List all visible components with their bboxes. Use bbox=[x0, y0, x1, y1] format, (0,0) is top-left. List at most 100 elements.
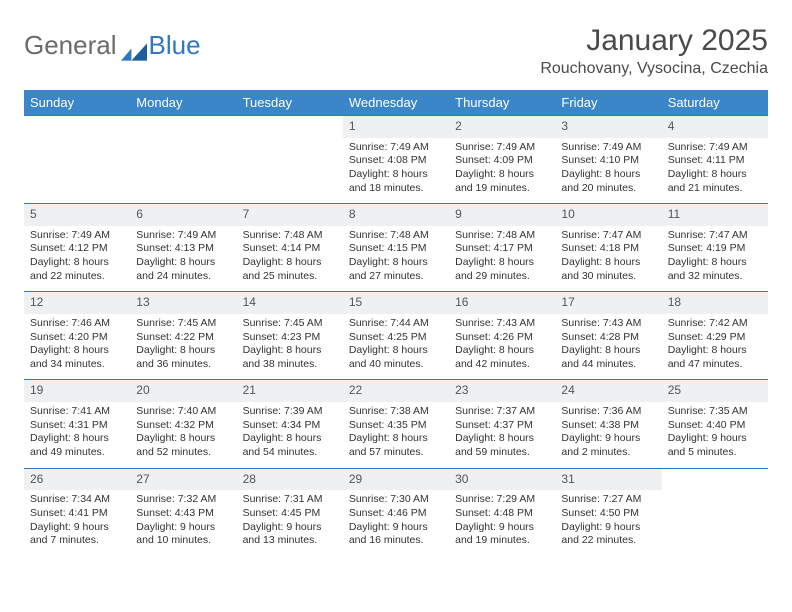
day-details: Sunrise: 7:38 AMSunset: 4:35 PMDaylight:… bbox=[343, 402, 449, 468]
day-number: 6 bbox=[130, 203, 236, 226]
calendar-cell bbox=[662, 468, 768, 556]
calendar-cell: 25Sunrise: 7:35 AMSunset: 4:40 PMDayligh… bbox=[662, 379, 768, 467]
day-number: 12 bbox=[24, 291, 130, 314]
day-number: 13 bbox=[130, 291, 236, 314]
day-number: 7 bbox=[237, 203, 343, 226]
day-details: Sunrise: 7:37 AMSunset: 4:37 PMDaylight:… bbox=[449, 402, 555, 468]
calendar-cell: 27Sunrise: 7:32 AMSunset: 4:43 PMDayligh… bbox=[130, 468, 236, 556]
location-label: Rouchovany, Vysocina, Czechia bbox=[540, 60, 768, 78]
calendar-cell: 19Sunrise: 7:41 AMSunset: 4:31 PMDayligh… bbox=[24, 379, 130, 467]
calendar-cell bbox=[24, 115, 130, 203]
day-details: Sunrise: 7:41 AMSunset: 4:31 PMDaylight:… bbox=[24, 402, 130, 468]
day-number: 1 bbox=[343, 115, 449, 138]
day-number: 15 bbox=[343, 291, 449, 314]
calendar-cell: 23Sunrise: 7:37 AMSunset: 4:37 PMDayligh… bbox=[449, 379, 555, 467]
day-details: Sunrise: 7:49 AMSunset: 4:13 PMDaylight:… bbox=[130, 226, 236, 292]
weekday-header: Saturday bbox=[662, 90, 768, 115]
calendar-cell: 8Sunrise: 7:48 AMSunset: 4:15 PMDaylight… bbox=[343, 203, 449, 291]
day-number: 14 bbox=[237, 291, 343, 314]
brand-logo: General Blue bbox=[24, 30, 201, 61]
calendar-cell: 12Sunrise: 7:46 AMSunset: 4:20 PMDayligh… bbox=[24, 291, 130, 379]
day-number: 25 bbox=[662, 379, 768, 402]
day-number: 21 bbox=[237, 379, 343, 402]
day-details: Sunrise: 7:34 AMSunset: 4:41 PMDaylight:… bbox=[24, 490, 130, 556]
calendar-cell: 7Sunrise: 7:48 AMSunset: 4:14 PMDaylight… bbox=[237, 203, 343, 291]
day-details: Sunrise: 7:31 AMSunset: 4:45 PMDaylight:… bbox=[237, 490, 343, 556]
day-number: 19 bbox=[24, 379, 130, 402]
day-number: 28 bbox=[237, 468, 343, 491]
day-details: Sunrise: 7:45 AMSunset: 4:22 PMDaylight:… bbox=[130, 314, 236, 380]
calendar-cell: 11Sunrise: 7:47 AMSunset: 4:19 PMDayligh… bbox=[662, 203, 768, 291]
weekday-header: Monday bbox=[130, 90, 236, 115]
calendar-cell: 5Sunrise: 7:49 AMSunset: 4:12 PMDaylight… bbox=[24, 203, 130, 291]
calendar-cell: 31Sunrise: 7:27 AMSunset: 4:50 PMDayligh… bbox=[555, 468, 661, 556]
day-details: Sunrise: 7:48 AMSunset: 4:15 PMDaylight:… bbox=[343, 226, 449, 292]
day-details: Sunrise: 7:30 AMSunset: 4:46 PMDaylight:… bbox=[343, 490, 449, 556]
day-number: 31 bbox=[555, 468, 661, 491]
calendar-cell: 28Sunrise: 7:31 AMSunset: 4:45 PMDayligh… bbox=[237, 468, 343, 556]
calendar-cell: 14Sunrise: 7:45 AMSunset: 4:23 PMDayligh… bbox=[237, 291, 343, 379]
day-details: Sunrise: 7:35 AMSunset: 4:40 PMDaylight:… bbox=[662, 402, 768, 468]
day-number: 30 bbox=[449, 468, 555, 491]
day-details: Sunrise: 7:32 AMSunset: 4:43 PMDaylight:… bbox=[130, 490, 236, 556]
day-number: 29 bbox=[343, 468, 449, 491]
day-details: Sunrise: 7:45 AMSunset: 4:23 PMDaylight:… bbox=[237, 314, 343, 380]
calendar-cell bbox=[130, 115, 236, 203]
day-number: 20 bbox=[130, 379, 236, 402]
day-details: Sunrise: 7:49 AMSunset: 4:10 PMDaylight:… bbox=[555, 138, 661, 204]
day-number: 23 bbox=[449, 379, 555, 402]
calendar-cell: 13Sunrise: 7:45 AMSunset: 4:22 PMDayligh… bbox=[130, 291, 236, 379]
day-details: Sunrise: 7:47 AMSunset: 4:19 PMDaylight:… bbox=[662, 226, 768, 292]
day-details: Sunrise: 7:48 AMSunset: 4:17 PMDaylight:… bbox=[449, 226, 555, 292]
day-number: 26 bbox=[24, 468, 130, 491]
day-details: Sunrise: 7:46 AMSunset: 4:20 PMDaylight:… bbox=[24, 314, 130, 380]
day-number: 5 bbox=[24, 203, 130, 226]
day-number: 10 bbox=[555, 203, 661, 226]
calendar-cell bbox=[237, 115, 343, 203]
day-details: Sunrise: 7:48 AMSunset: 4:14 PMDaylight:… bbox=[237, 226, 343, 292]
day-details: Sunrise: 7:49 AMSunset: 4:12 PMDaylight:… bbox=[24, 226, 130, 292]
calendar-cell: 21Sunrise: 7:39 AMSunset: 4:34 PMDayligh… bbox=[237, 379, 343, 467]
day-details: Sunrise: 7:49 AMSunset: 4:09 PMDaylight:… bbox=[449, 138, 555, 204]
day-number: 3 bbox=[555, 115, 661, 138]
day-number: 2 bbox=[449, 115, 555, 138]
calendar-cell: 10Sunrise: 7:47 AMSunset: 4:18 PMDayligh… bbox=[555, 203, 661, 291]
calendar-cell: 20Sunrise: 7:40 AMSunset: 4:32 PMDayligh… bbox=[130, 379, 236, 467]
calendar-cell: 17Sunrise: 7:43 AMSunset: 4:28 PMDayligh… bbox=[555, 291, 661, 379]
day-number: 27 bbox=[130, 468, 236, 491]
calendar-cell: 4Sunrise: 7:49 AMSunset: 4:11 PMDaylight… bbox=[662, 115, 768, 203]
brand-name-1: General bbox=[24, 30, 117, 61]
day-number: 18 bbox=[662, 291, 768, 314]
day-number: 17 bbox=[555, 291, 661, 314]
weekday-header: Wednesday bbox=[343, 90, 449, 115]
weekday-header: Friday bbox=[555, 90, 661, 115]
day-number: 11 bbox=[662, 203, 768, 226]
day-details: Sunrise: 7:43 AMSunset: 4:28 PMDaylight:… bbox=[555, 314, 661, 380]
weekday-header: Tuesday bbox=[237, 90, 343, 115]
calendar-cell: 1Sunrise: 7:49 AMSunset: 4:08 PMDaylight… bbox=[343, 115, 449, 203]
calendar-cell: 26Sunrise: 7:34 AMSunset: 4:41 PMDayligh… bbox=[24, 468, 130, 556]
day-details: Sunrise: 7:42 AMSunset: 4:29 PMDaylight:… bbox=[662, 314, 768, 380]
day-number: 8 bbox=[343, 203, 449, 226]
calendar-cell: 15Sunrise: 7:44 AMSunset: 4:25 PMDayligh… bbox=[343, 291, 449, 379]
day-details: Sunrise: 7:29 AMSunset: 4:48 PMDaylight:… bbox=[449, 490, 555, 556]
day-number: 9 bbox=[449, 203, 555, 226]
day-details: Sunrise: 7:43 AMSunset: 4:26 PMDaylight:… bbox=[449, 314, 555, 380]
brand-mark-icon bbox=[121, 37, 147, 55]
day-number: 16 bbox=[449, 291, 555, 314]
calendar-cell: 18Sunrise: 7:42 AMSunset: 4:29 PMDayligh… bbox=[662, 291, 768, 379]
calendar-cell: 3Sunrise: 7:49 AMSunset: 4:10 PMDaylight… bbox=[555, 115, 661, 203]
day-details: Sunrise: 7:27 AMSunset: 4:50 PMDaylight:… bbox=[555, 490, 661, 556]
calendar-cell: 16Sunrise: 7:43 AMSunset: 4:26 PMDayligh… bbox=[449, 291, 555, 379]
brand-name-2: Blue bbox=[149, 30, 201, 61]
day-details: Sunrise: 7:39 AMSunset: 4:34 PMDaylight:… bbox=[237, 402, 343, 468]
calendar-cell: 30Sunrise: 7:29 AMSunset: 4:48 PMDayligh… bbox=[449, 468, 555, 556]
weekday-header: Sunday bbox=[24, 90, 130, 115]
calendar-cell: 22Sunrise: 7:38 AMSunset: 4:35 PMDayligh… bbox=[343, 379, 449, 467]
calendar-table: SundayMondayTuesdayWednesdayThursdayFrid… bbox=[24, 90, 768, 556]
calendar-cell: 6Sunrise: 7:49 AMSunset: 4:13 PMDaylight… bbox=[130, 203, 236, 291]
calendar-cell: 24Sunrise: 7:36 AMSunset: 4:38 PMDayligh… bbox=[555, 379, 661, 467]
page-title: January 2025 bbox=[540, 24, 768, 58]
calendar-cell: 2Sunrise: 7:49 AMSunset: 4:09 PMDaylight… bbox=[449, 115, 555, 203]
day-details: Sunrise: 7:49 AMSunset: 4:08 PMDaylight:… bbox=[343, 138, 449, 204]
